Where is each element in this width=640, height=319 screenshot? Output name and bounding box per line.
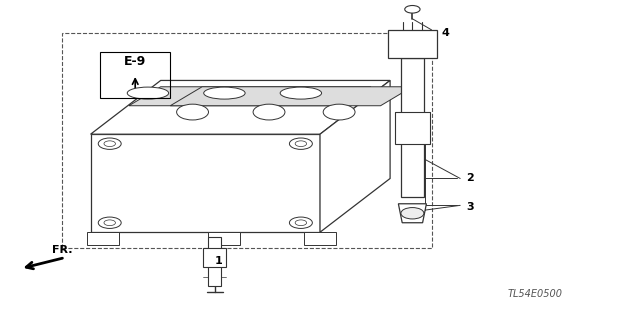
- Circle shape: [401, 208, 424, 219]
- Polygon shape: [209, 232, 241, 245]
- Circle shape: [289, 217, 312, 228]
- Text: TL54E0500: TL54E0500: [507, 289, 562, 299]
- Text: 1: 1: [215, 256, 223, 266]
- Polygon shape: [320, 80, 390, 232]
- Polygon shape: [91, 80, 390, 134]
- Circle shape: [99, 138, 121, 149]
- Circle shape: [99, 217, 121, 228]
- Circle shape: [404, 5, 420, 13]
- Polygon shape: [170, 87, 412, 106]
- Polygon shape: [204, 248, 227, 267]
- Polygon shape: [88, 232, 119, 245]
- Polygon shape: [304, 232, 336, 245]
- Polygon shape: [398, 204, 426, 223]
- Polygon shape: [401, 58, 424, 197]
- Polygon shape: [388, 30, 436, 58]
- Polygon shape: [394, 112, 430, 144]
- Polygon shape: [209, 237, 221, 286]
- Ellipse shape: [204, 87, 245, 99]
- Text: 2: 2: [467, 174, 474, 183]
- Polygon shape: [129, 87, 371, 106]
- Circle shape: [289, 138, 312, 149]
- Ellipse shape: [127, 87, 169, 99]
- Polygon shape: [91, 134, 320, 232]
- Text: 3: 3: [467, 202, 474, 212]
- Circle shape: [177, 104, 209, 120]
- Circle shape: [253, 104, 285, 120]
- Circle shape: [323, 104, 355, 120]
- Text: E-9: E-9: [124, 55, 147, 68]
- Text: FR.: FR.: [52, 245, 73, 255]
- Text: 4: 4: [441, 28, 449, 38]
- Ellipse shape: [280, 87, 321, 99]
